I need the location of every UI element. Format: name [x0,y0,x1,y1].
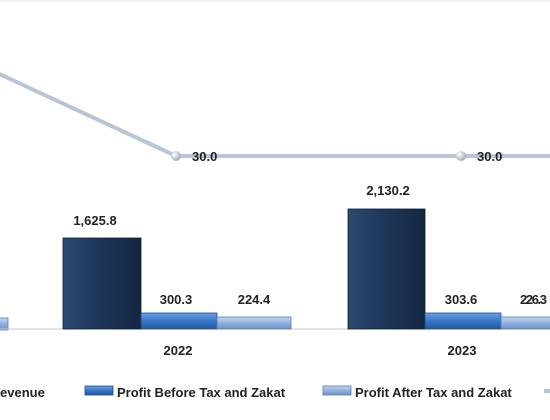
legend-label: Profit Before Tax and Zakat [117,385,286,400]
bar [216,316,292,330]
line-point [456,151,466,161]
bar-data-label: 303.6 [445,292,478,307]
bar-data-label: 1,625.8 [73,213,116,228]
legend-label: Profit After Tax and Zakat [355,385,512,400]
bar-data-label: 2,130.2 [366,183,409,198]
legend-swatch [84,385,114,396]
bar [0,317,9,331]
legend-label: evenue [0,385,45,400]
bar [500,316,550,330]
bar [140,312,218,330]
bar-data-label: 226.3 [520,292,547,307]
bar-data-label: 224.4 [238,292,271,307]
x-tick-label: 2023 [448,343,477,358]
legend: evenue Profit Before Tax and Zakat Profi… [0,385,550,400]
bar-data-label: 300.3 [160,292,193,307]
line-point [171,151,181,161]
line-data-label: 30.0 [192,149,217,164]
legend-swatch [322,385,352,396]
bar [62,237,142,330]
line-series [0,72,550,158]
bar [347,208,426,330]
bar [424,312,502,330]
x-tick-label: 2022 [164,343,193,358]
line-data-label: 30.0 [477,149,502,164]
